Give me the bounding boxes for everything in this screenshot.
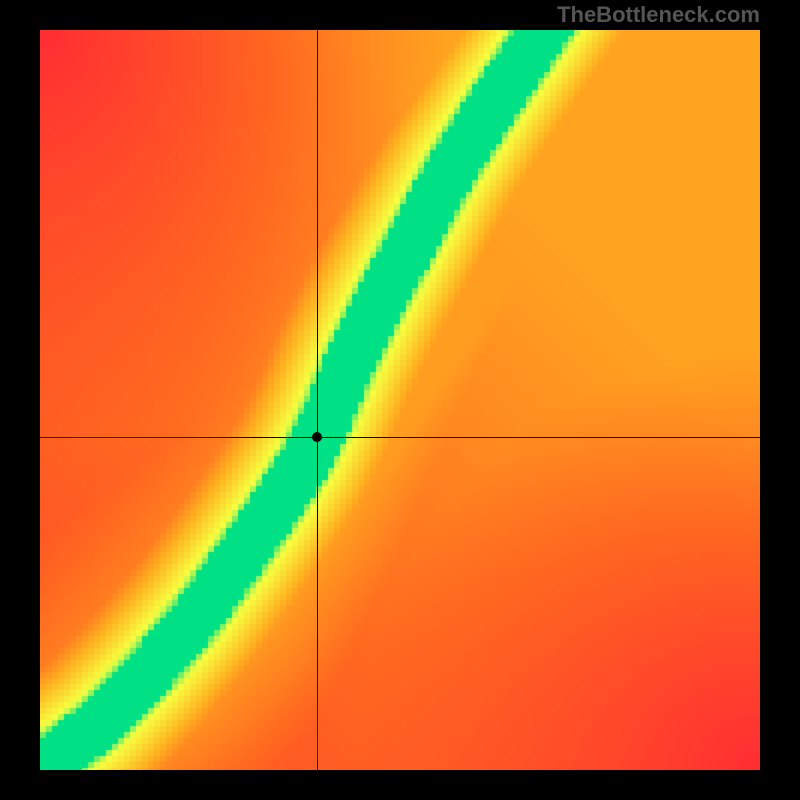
crosshair-vertical xyxy=(317,30,318,770)
crosshair-horizontal xyxy=(40,437,760,438)
watermark-text: TheBottleneck.com xyxy=(557,2,760,28)
chart-frame: TheBottleneck.com xyxy=(0,0,800,800)
bottleneck-heatmap xyxy=(40,30,760,770)
